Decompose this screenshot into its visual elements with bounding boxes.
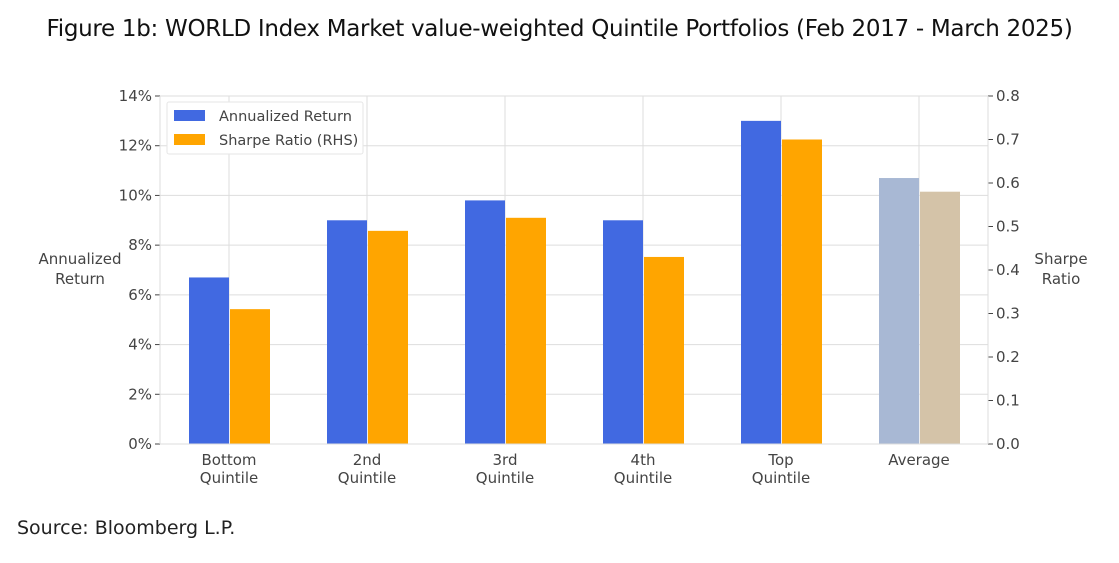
chart-title: Figure 1b: WORLD Index Market value-weig… (46, 16, 1073, 42)
x-tick-label: 2nd (353, 451, 382, 469)
x-tick-label: 4th (631, 451, 656, 469)
bar-annualized-return (465, 200, 505, 444)
x-tick-label: Quintile (476, 469, 534, 487)
y2-tick-label: 0.4 (996, 261, 1020, 279)
y2-axis-label: Ratio (1042, 270, 1081, 288)
x-tick-label: Top (767, 451, 793, 469)
x-tick-label: Quintile (200, 469, 258, 487)
bar-sharpe-ratio (920, 191, 960, 444)
legend-label-return: Annualized Return (219, 109, 352, 125)
y-tick-label: 4% (128, 336, 152, 354)
bar-sharpe-ratio (506, 217, 546, 444)
y2-tick-label: 0.3 (996, 305, 1020, 323)
bar-annualized-return (189, 277, 229, 444)
y2-tick-label: 0.5 (996, 218, 1020, 236)
bar-annualized-return (603, 220, 643, 444)
y2-tick-label: 0.7 (996, 131, 1020, 149)
y-tick-label: 6% (128, 286, 152, 304)
y2-tick-label: 0.2 (996, 348, 1020, 366)
y2-tick-label: 0.6 (996, 174, 1020, 192)
bar-sharpe-ratio (782, 139, 822, 444)
bar-sharpe-ratio (368, 230, 408, 444)
x-tick-label: Quintile (752, 469, 810, 487)
x-tick-label: Quintile (614, 469, 672, 487)
legend-swatch-sharpe (174, 134, 205, 145)
y2-tick-label: 0.8 (996, 87, 1020, 105)
bar-annualized-return (741, 120, 781, 444)
y-tick-label: 14% (119, 87, 152, 105)
y-tick-label: 2% (128, 385, 152, 403)
x-tick-label: 3rd (493, 451, 518, 469)
y-tick-label: 8% (128, 236, 152, 254)
bar-annualized-return (327, 220, 367, 444)
legend-swatch-return (174, 110, 205, 121)
bar-sharpe-ratio (644, 256, 684, 444)
y-axis-label: Annualized (39, 250, 122, 268)
y2-tick-label: 0.0 (996, 435, 1020, 453)
y2-tick-label: 0.1 (996, 392, 1020, 410)
source-note: Source: Bloomberg L.P. (17, 517, 236, 539)
y-tick-label: 10% (119, 186, 152, 204)
axes: 0% 2% 4% 6% 8% 10% 12% 14% 0.0 0.1 0.2 0.3 0.4 0.5 0.6… (39, 87, 1088, 487)
bar-sharpe-ratio (230, 309, 270, 444)
y-axis-label: Return (55, 270, 105, 288)
x-tick-label: Quintile (338, 469, 396, 487)
bar-annualized-return (879, 178, 919, 444)
bars (189, 120, 960, 444)
y-tick-label: 12% (119, 137, 152, 155)
y2-axis-label: Sharpe (1034, 250, 1087, 268)
y-tick-label: 0% (128, 435, 152, 453)
legend: Annualized Return Sharpe Ratio (RHS) (166, 101, 364, 155)
legend-label-sharpe: Sharpe Ratio (RHS) (219, 133, 358, 149)
x-tick-label: Bottom (201, 451, 256, 469)
x-tick-label: Average (888, 451, 950, 469)
